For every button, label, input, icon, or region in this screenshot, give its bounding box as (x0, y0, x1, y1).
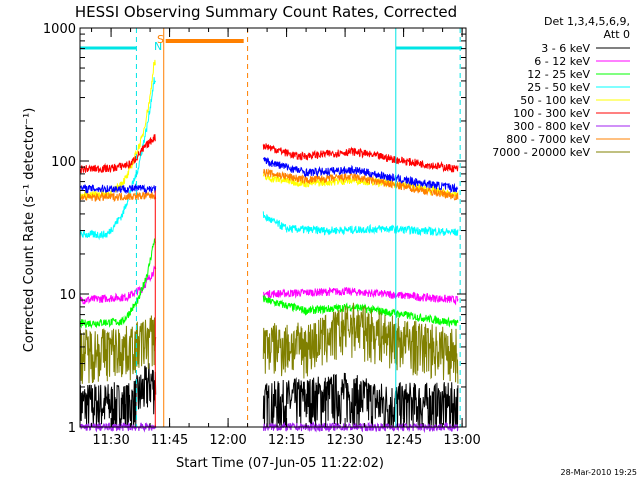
timestamp: 28-Mar-2010 19:25 (561, 468, 638, 477)
x-tick-label: 11:45 (151, 433, 188, 448)
legend-label: 3 - 6 keV (541, 42, 590, 55)
series-line-800-7000-kev (79, 168, 459, 202)
plot-frame (79, 27, 467, 428)
attenuator-label: Att 0 (604, 28, 630, 41)
legend-label: 12 - 25 keV (527, 68, 590, 81)
y-axis-label: Corrected Count Rate (s⁻¹ detector⁻¹) (22, 108, 37, 353)
x-tick-label: 12:00 (209, 433, 246, 448)
series-group (79, 59, 459, 434)
series-line-25-50-kev (79, 77, 459, 241)
x-tick-label: 13:00 (443, 433, 480, 448)
series-line-12-25-kev (79, 238, 459, 329)
y-tick-label: 100 (51, 155, 76, 170)
x-tick-label: 12:45 (385, 433, 422, 448)
legend-label: 25 - 50 keV (527, 81, 590, 94)
x-axis: 11:30 11:45 12:00 12:15 12:30 12:45 13:00 (91, 28, 481, 448)
flag-bars (80, 39, 463, 50)
night-flag-label: N (154, 40, 162, 53)
event-lines (135, 28, 461, 427)
series-line-100-300-kev (79, 134, 459, 174)
legend-label: 50 - 100 keV (520, 94, 590, 107)
legend-label: 7000 - 20000 keV (492, 146, 590, 159)
y-tick-label: 10 (59, 288, 76, 303)
legend-label: 300 - 800 keV (513, 120, 590, 133)
legend-label: 100 - 300 keV (513, 107, 590, 120)
legend-label: 6 - 12 keV (534, 55, 590, 68)
y-tick-label: 1 (68, 421, 76, 436)
y-tick-label: 1000 (43, 22, 76, 37)
x-tick-label: 12:15 (268, 433, 305, 448)
x-tick-label: 11:30 (92, 433, 129, 448)
series-line-blue-background (79, 156, 459, 195)
y-axis: 1 10 100 1000 (43, 22, 466, 436)
legend-label: 800 - 7000 keV (506, 133, 590, 146)
saa-flag-label: S (157, 33, 164, 46)
detectors-label: Det 1,3,4,5,6,9, (544, 15, 630, 28)
series-line-7000-20000-kev (79, 302, 459, 384)
chart-title: HESSI Observing Summary Count Rates, Cor… (75, 3, 457, 21)
series-line-3-6-kev (79, 363, 459, 428)
x-axis-label: Start Time (07-Jun-05 11:22:02) (176, 456, 384, 471)
x-tick-label: 12:30 (326, 433, 363, 448)
